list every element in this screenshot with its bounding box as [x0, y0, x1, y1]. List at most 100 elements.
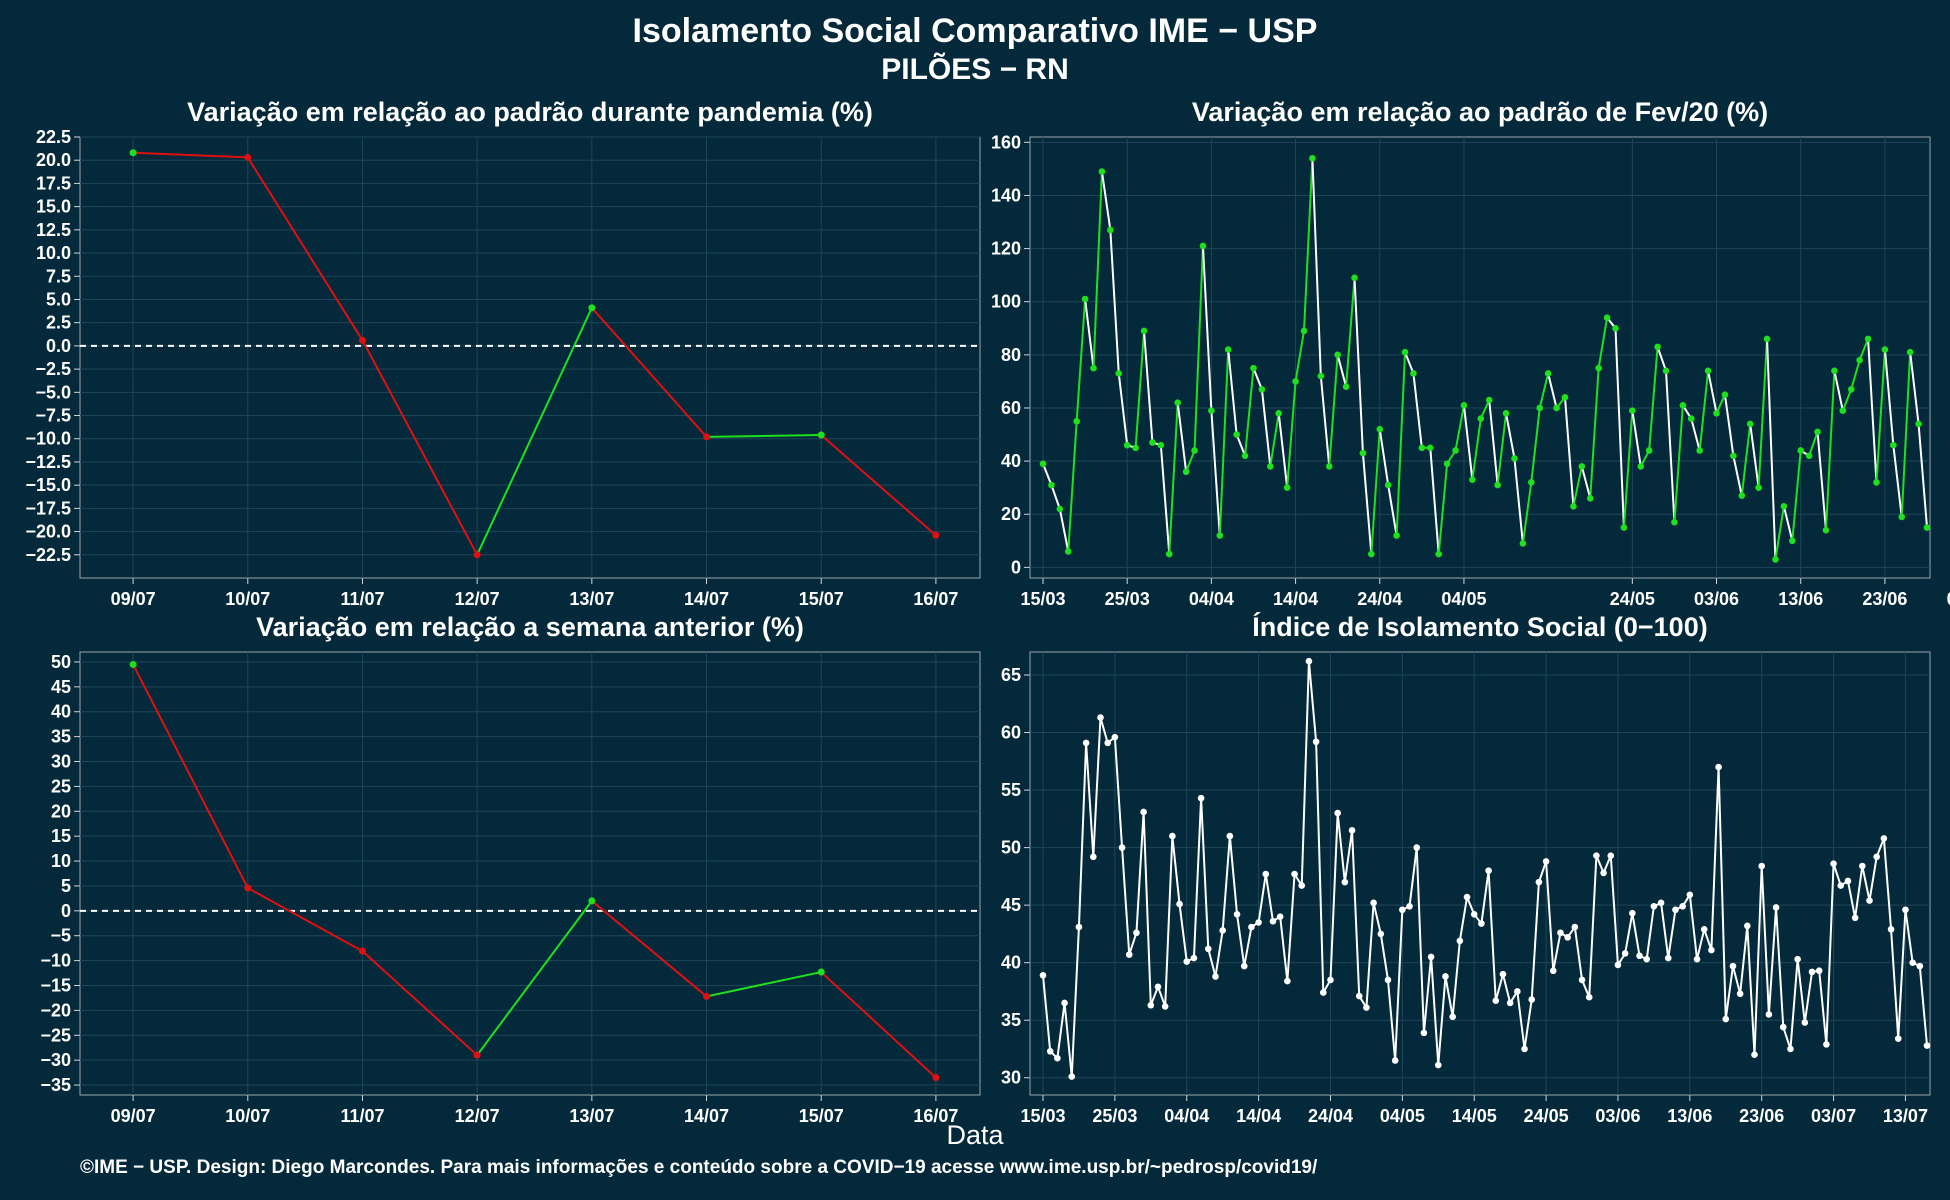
series-segment	[1394, 909, 1404, 1061]
x-tick-label: 14/07	[684, 1106, 729, 1126]
series-segment	[1488, 399, 1499, 486]
data-point	[1199, 242, 1207, 250]
data-point	[1654, 343, 1661, 351]
series-segment	[1667, 909, 1677, 959]
series-segment	[1917, 423, 1928, 528]
series-segment	[1300, 661, 1310, 886]
data-point	[1208, 407, 1215, 414]
series-segment	[1904, 909, 1914, 963]
series-segment	[1825, 863, 1835, 1045]
data-point	[1528, 479, 1535, 486]
series-segment	[1897, 909, 1907, 1039]
series-segment	[1235, 434, 1246, 457]
data-point	[1492, 997, 1500, 1004]
data-point	[1319, 989, 1327, 996]
data-point	[1081, 295, 1089, 303]
y-tick-label: 80	[1001, 345, 1021, 365]
data-point	[1700, 926, 1708, 933]
x-tick-label: 14/07	[684, 589, 729, 609]
data-point	[1233, 431, 1240, 438]
data-point	[1898, 513, 1906, 521]
data-point	[1413, 844, 1421, 851]
y-tick-label: 7.5	[46, 266, 71, 286]
data-point	[1856, 356, 1863, 364]
data-point	[1506, 999, 1514, 1007]
x-tick-label: 15/07	[799, 589, 844, 609]
y-tick-label: 10.0	[36, 243, 71, 263]
data-point	[1097, 714, 1104, 721]
series-segment	[1715, 394, 1726, 414]
data-point	[1056, 505, 1064, 513]
series-segment	[1723, 394, 1735, 456]
data-point	[1873, 479, 1880, 486]
series-segment	[1404, 351, 1415, 374]
x-tick-label: 10/07	[225, 589, 270, 609]
y-tick-label: 5	[61, 876, 71, 896]
series-segment	[1294, 330, 1305, 382]
series-segment	[1832, 863, 1842, 886]
data-point	[1132, 444, 1139, 452]
x-tick-label: 15/07	[799, 1106, 844, 1126]
data-point	[1442, 973, 1449, 980]
data-point	[1048, 481, 1055, 489]
data-point	[1657, 899, 1665, 907]
data-point	[1779, 1023, 1787, 1031]
x-tick-label: 11/07	[340, 1106, 384, 1126]
y-tick-label: 15.0	[36, 197, 71, 217]
data-point	[1511, 455, 1518, 462]
data-point	[1485, 396, 1493, 404]
data-point	[1363, 1004, 1370, 1011]
data-point	[1427, 953, 1435, 961]
series-segment	[1378, 429, 1390, 486]
series-segment	[1264, 873, 1274, 922]
series-segment	[1521, 482, 1533, 544]
y-tick-label: −15.0	[25, 475, 71, 495]
series-segment	[1833, 370, 1844, 411]
series-segment	[476, 307, 593, 556]
data-point	[1399, 906, 1406, 914]
data-point	[1478, 920, 1485, 927]
data-point	[1797, 447, 1805, 454]
data-point	[1255, 919, 1262, 926]
y-tick-label: 50	[1001, 838, 1021, 858]
panel-title: Índice de Isolamento Social (0−100)	[1252, 611, 1707, 642]
series-segment	[1092, 171, 1103, 369]
data-point	[703, 992, 711, 1000]
series-segment	[1286, 381, 1297, 488]
data-point	[1528, 996, 1536, 1003]
data-point	[1837, 882, 1845, 889]
series-segment	[1516, 991, 1526, 1050]
data-point	[1536, 404, 1544, 412]
data-point	[1133, 929, 1140, 937]
series-segment	[1157, 986, 1167, 1007]
data-point	[1708, 946, 1715, 954]
data-point	[1240, 962, 1248, 970]
data-point	[1169, 832, 1176, 840]
series-segment	[1796, 959, 1806, 1023]
series-segment	[1854, 865, 1864, 918]
data-point	[1713, 409, 1720, 417]
x-tick-label: 24/04	[1308, 1106, 1353, 1126]
y-tick-label: −30	[40, 1050, 71, 1070]
data-point	[1406, 902, 1413, 910]
y-tick-label: −7.5	[35, 406, 71, 426]
series-segment	[1164, 836, 1174, 1007]
y-tick-label: 10	[51, 851, 71, 871]
x-tick-label: 24/05	[1524, 1106, 1569, 1126]
y-tick-label: −20	[40, 1000, 71, 1020]
series-segment	[1252, 367, 1263, 390]
data-point	[1746, 420, 1754, 428]
series-segment	[1850, 359, 1861, 390]
data-point	[473, 1051, 481, 1059]
series-segment	[476, 900, 593, 1056]
series-segment	[1092, 717, 1102, 857]
series-segment	[133, 151, 248, 159]
series-segment	[1589, 368, 1600, 499]
data-point	[244, 884, 252, 892]
series-segment	[1732, 455, 1743, 496]
x-tick-label: 12/07	[455, 589, 500, 609]
series-segment	[1660, 902, 1670, 959]
x-tick-label: 13/07	[569, 1106, 614, 1126]
data-point	[1521, 1045, 1528, 1053]
data-point	[1165, 550, 1173, 558]
